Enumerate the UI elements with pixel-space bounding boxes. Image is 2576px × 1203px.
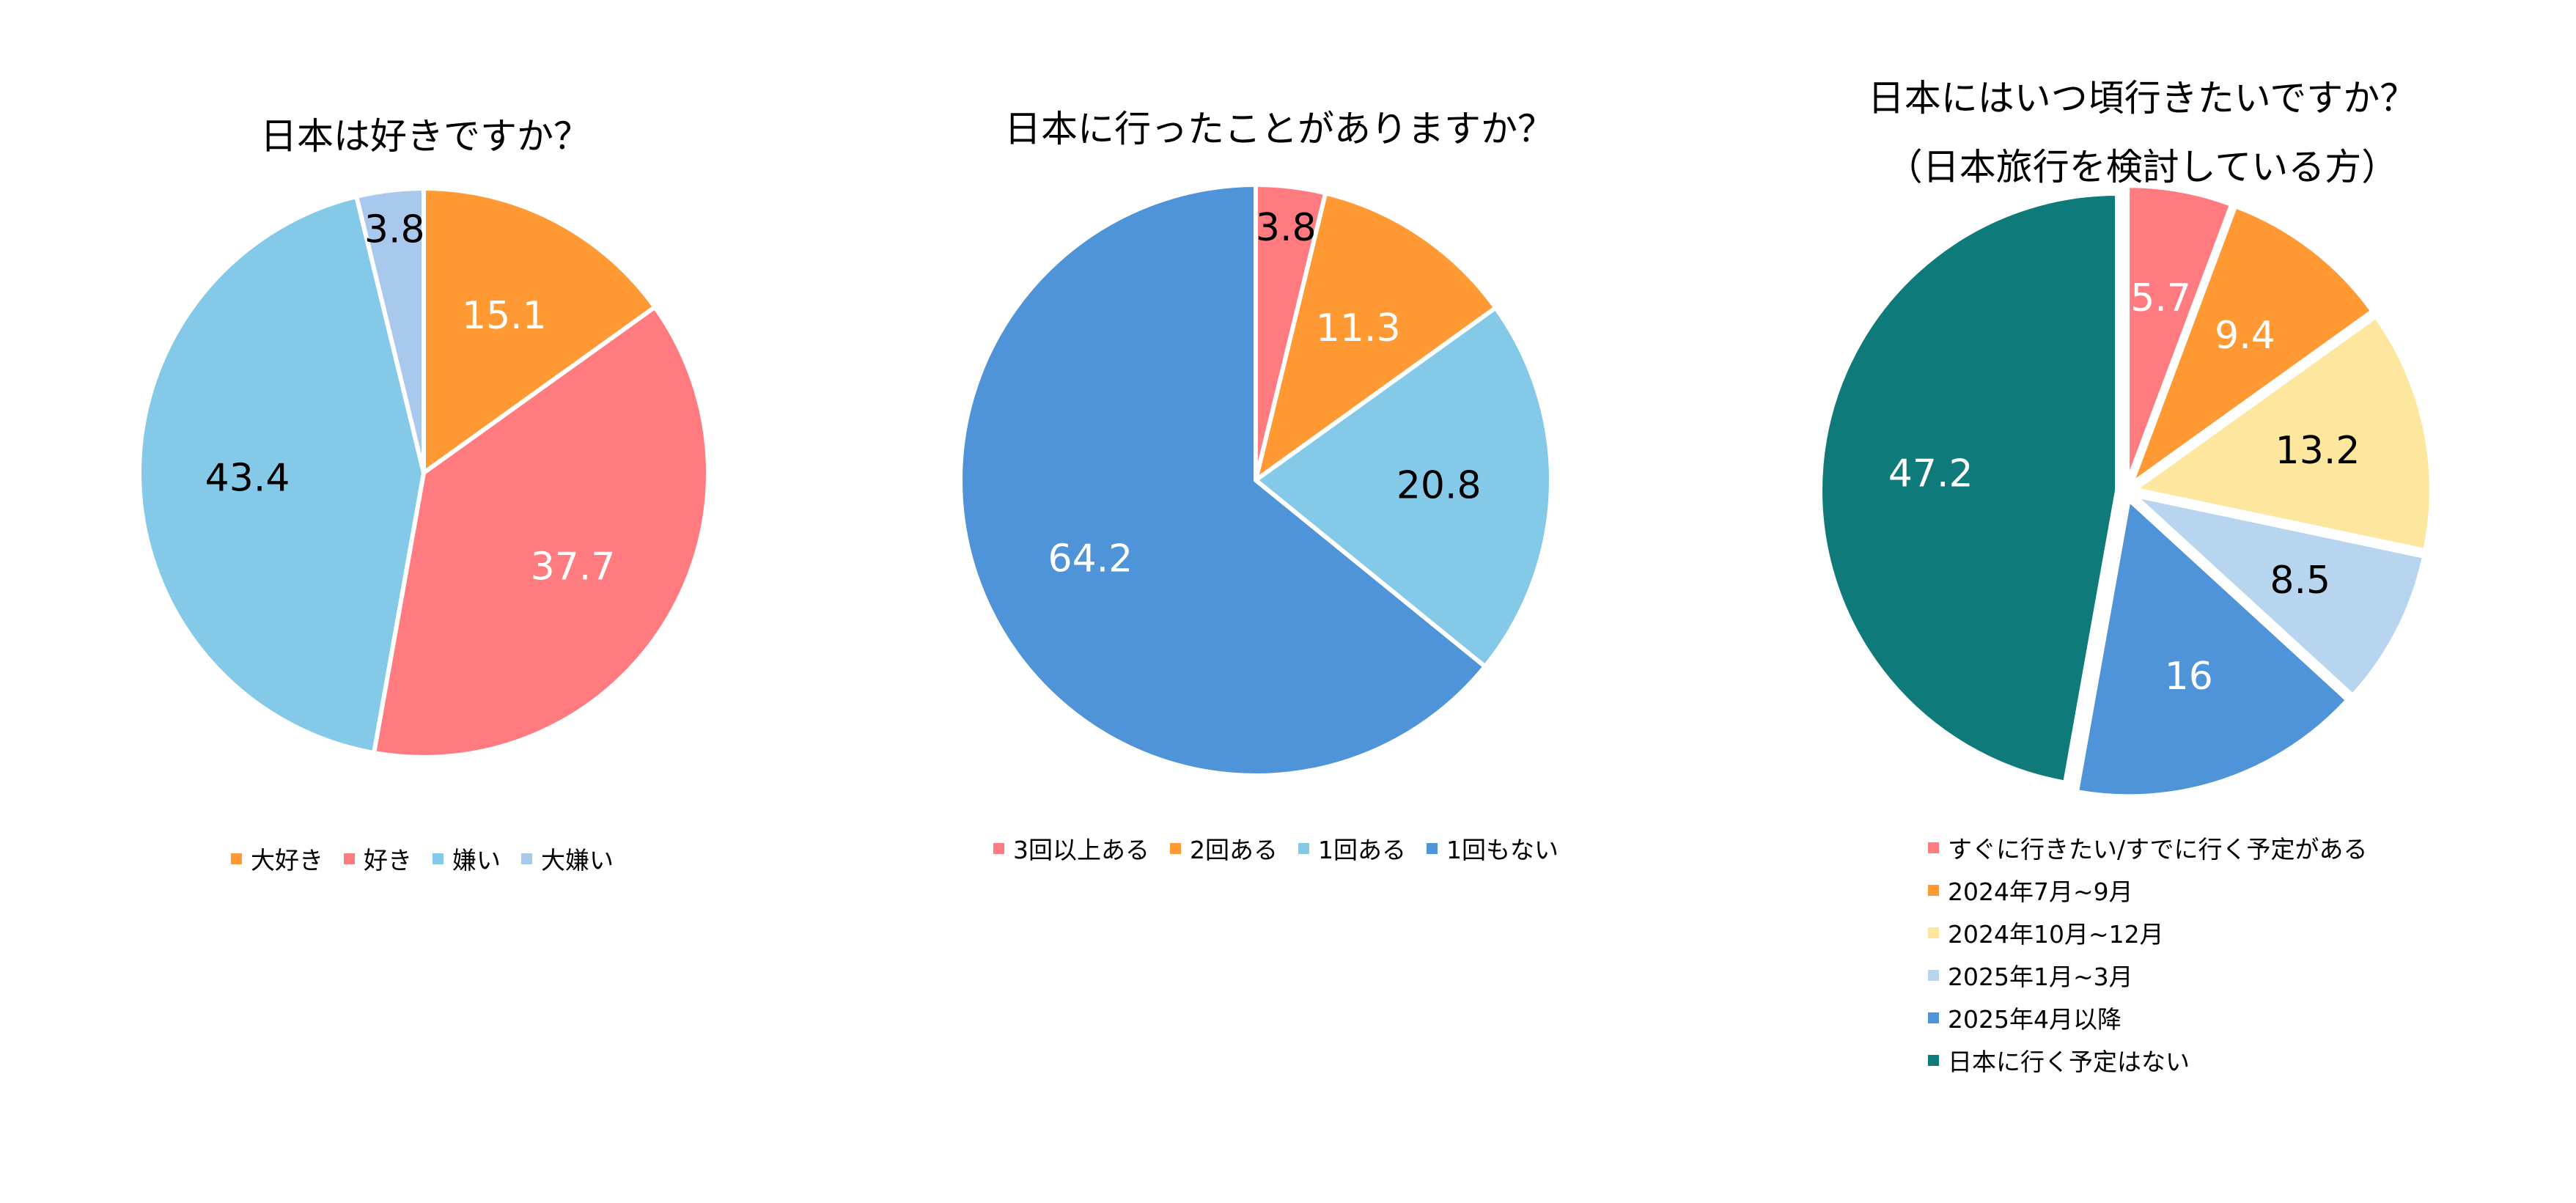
legend-label: 3回以上ある (1013, 836, 1149, 864)
pie-slice (2074, 497, 2350, 799)
legend-item: 日本に行く予定はない (1928, 1042, 2367, 1078)
legend-item: 嫌い (433, 841, 501, 876)
data-label: 11.3 (1316, 306, 1401, 350)
chart-title: 日本に行ったことがありますか？ (1004, 108, 1554, 150)
legend-item: 2024年7月~9月 (1928, 872, 2367, 908)
legend: 3回以上ある 2回ある 1回ある 1回もない (993, 831, 1579, 866)
data-label: 64.2 (1048, 537, 1133, 581)
data-label: 8.5 (2270, 559, 2330, 603)
legend-swatch (1928, 842, 1939, 853)
data-label: 37.7 (531, 545, 616, 589)
legend-label: 1回ある (1318, 836, 1406, 864)
legend-swatch (1928, 927, 1939, 938)
pie-slice (2125, 183, 2234, 485)
pie-chart-visited-japan: 日本に行ったことがありますか？ 3.8 11.3 20.8 64.2 3回以上ある 2回… (850, 0, 1708, 1203)
legend-swatch (344, 853, 355, 864)
pie-slice (372, 304, 710, 759)
data-label: 9.4 (2215, 314, 2275, 358)
data-label: 47.2 (1888, 452, 1973, 496)
legend-swatch (1170, 842, 1181, 854)
legend-swatch (521, 853, 532, 864)
legend-item: 好き (344, 841, 412, 876)
pie-slice (137, 194, 426, 756)
pie-svg: 5.7 9.4 13.2 8.5 16 47.2 (1818, 183, 2434, 799)
legend-label: 日本に行く予定はない (1948, 1048, 2190, 1076)
data-label: 13.2 (2275, 429, 2360, 473)
data-label: 15.1 (462, 294, 547, 338)
legend-swatch (1928, 884, 1939, 896)
legend: すぐに行きたい/すでに行く予定がある 2024年7月~9月 2024年10月~12月… (1928, 830, 2367, 1085)
legend-swatch (1928, 969, 1939, 981)
legend-item: 2025年4月以降 (1928, 1000, 2367, 1035)
pie-svg: 3.8 11.3 20.8 64.2 (958, 183, 1553, 778)
legend-swatch (433, 853, 444, 864)
pie-slice (422, 186, 658, 475)
legend-label: 2024年7月~9月 (1948, 878, 2133, 906)
legend-label: 2025年4月以降 (1948, 1005, 2121, 1034)
data-label: 5.7 (2130, 276, 2191, 320)
pie-slice (1818, 191, 2120, 785)
pie-chart-when-visit: 日本にはいつ頃行きたいですか？ （日本旅行を検討している方） 5.7 9.4 13.… (1708, 0, 2576, 1203)
legend-item: 大好き (231, 841, 323, 876)
legend-swatch (1427, 842, 1438, 854)
data-label: 16 (2165, 655, 2213, 699)
legend-label: 2回ある (1190, 836, 1278, 864)
legend-label: 2025年1月~3月 (1948, 963, 2133, 991)
legend-label: 大嫌い (541, 846, 614, 875)
data-label: 20.8 (1396, 463, 1482, 507)
pie-slice (354, 186, 426, 475)
legend-label: 大好き (251, 846, 323, 875)
chart-title: 日本にはいつ頃行きたいですか？ (1867, 77, 2417, 119)
legend-item: 2回ある (1170, 831, 1278, 866)
legend-item: すぐに行きたい/すでに行く予定がある (1928, 830, 2367, 865)
legend-label: 嫌い (452, 846, 501, 875)
chart-subtitle: （日本旅行を検討している方） (1885, 146, 2399, 188)
legend: 大好き 好き 嫌い 大嫌い (231, 841, 634, 876)
pie-slice (2131, 493, 2426, 698)
data-label: 3.8 (364, 208, 425, 252)
pie-slice (1254, 305, 1553, 669)
pie-chart-like-japan: 日本は好きですか？ 15.1 37.7 43.4 3.8 大好き 好き 嫌い 大嫌い (0, 0, 850, 1203)
legend-item: 2025年1月~3月 (1928, 957, 2367, 993)
legend-swatch (1298, 842, 1309, 854)
pie-slice (2132, 314, 2434, 553)
legend-item: 1回ある (1298, 831, 1406, 866)
legend-item: 3回以上ある (993, 831, 1149, 866)
data-label: 43.4 (205, 457, 290, 501)
pie-slice (2129, 204, 2375, 487)
pie-slice (1254, 191, 1498, 482)
data-label: 3.8 (1256, 206, 1317, 250)
legend-label: 1回もない (1446, 836, 1559, 864)
legend-label: 2024年10月~12月 (1948, 920, 2164, 949)
legend-item: 大嫌い (521, 841, 614, 876)
pie-svg: 15.1 37.7 43.4 3.8 (137, 186, 710, 759)
legend-item: 2024年10月~12月 (1928, 915, 2367, 950)
pie-slice (958, 183, 1487, 778)
legend-label: すぐに行きたい/すでに行く予定がある (1948, 835, 2368, 864)
legend-label: 好き (364, 846, 412, 875)
legend-swatch (231, 853, 242, 864)
legend-swatch (1928, 1054, 1939, 1066)
chart-title: 日本は好きですか？ (260, 115, 590, 158)
legend-swatch (993, 842, 1004, 854)
legend-item: 1回もない (1427, 831, 1559, 866)
legend-swatch (1928, 1012, 1939, 1023)
